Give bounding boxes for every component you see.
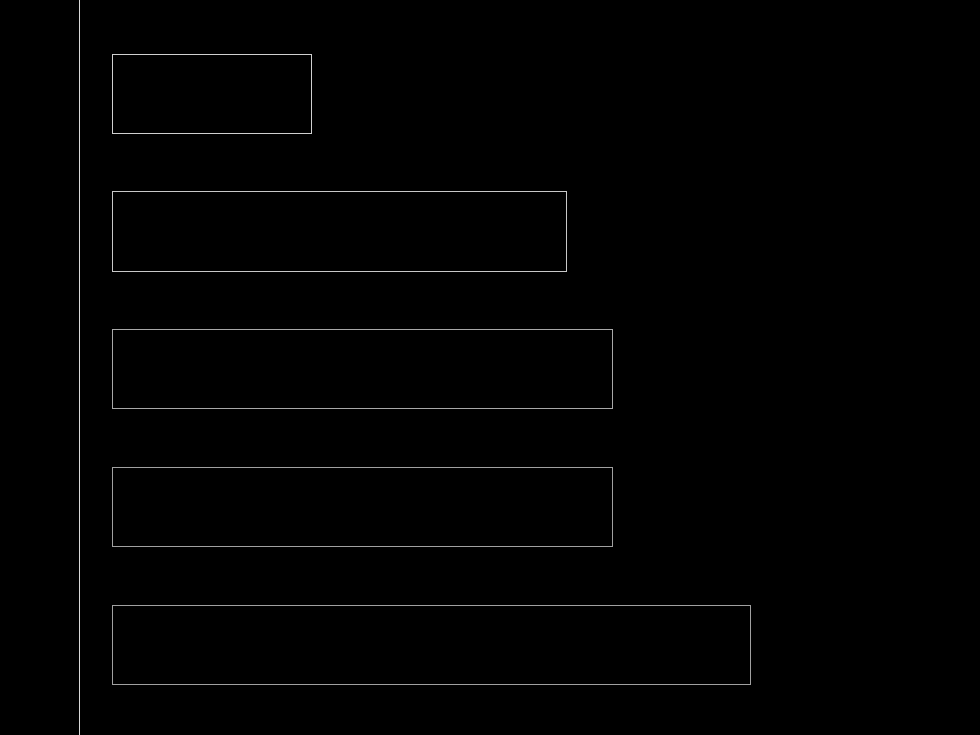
- box: [112, 191, 567, 272]
- box: [112, 605, 751, 685]
- box: [112, 467, 613, 547]
- box: [112, 54, 312, 134]
- box: [112, 329, 613, 409]
